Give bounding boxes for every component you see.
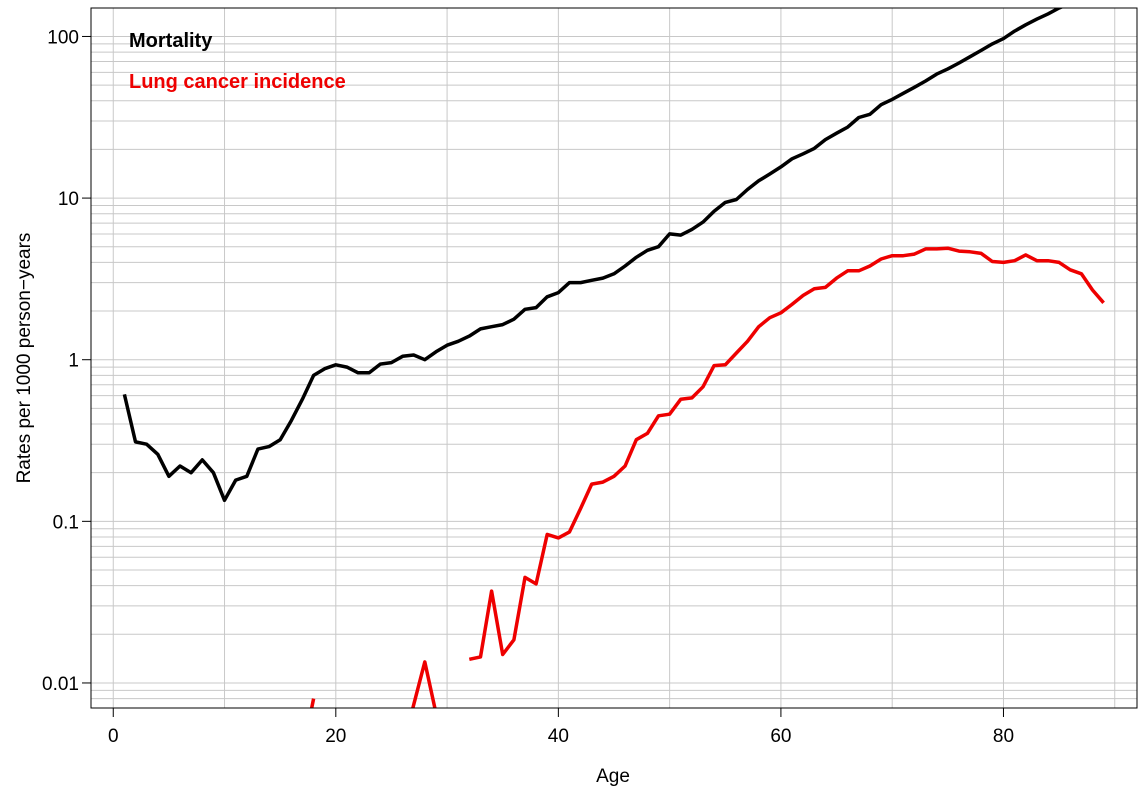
series-line-lung-cancer-incidence xyxy=(309,698,316,708)
x-tick-label: 20 xyxy=(325,726,346,747)
x-tick-label: 40 xyxy=(548,726,569,747)
legend-entry-mortality: Mortality xyxy=(129,30,213,52)
y-tick-label: 0.1 xyxy=(53,512,79,533)
y-axis: 0.01 0.1 1 10 100 xyxy=(42,27,91,695)
series-layer xyxy=(122,8,1105,708)
legend-entry-lung-cancer-incidence: Lung cancer incidence xyxy=(129,71,346,93)
y-tick-label: 1 xyxy=(68,351,79,372)
plot-frame xyxy=(90,7,1138,709)
x-axis-title: Age xyxy=(596,766,630,787)
y-axis-title: Rates per 1000 person−years xyxy=(14,233,35,484)
series-line-mortality xyxy=(122,8,1064,503)
x-tick-label: 80 xyxy=(993,726,1014,747)
x-axis: 0 20 40 60 80 xyxy=(108,708,1014,747)
x-tick-label: 60 xyxy=(770,726,791,747)
series-line-lung-cancer-incidence xyxy=(468,246,1105,662)
x-tick-label: 0 xyxy=(108,726,119,747)
y-tick-label: 100 xyxy=(47,27,79,48)
grid xyxy=(91,8,1137,709)
series-line-lung-cancer-incidence xyxy=(411,660,437,708)
legend: Mortality Lung cancer incidence xyxy=(129,30,346,93)
y-tick-label: 0.01 xyxy=(42,674,79,695)
y-tick-label: 10 xyxy=(58,189,79,210)
